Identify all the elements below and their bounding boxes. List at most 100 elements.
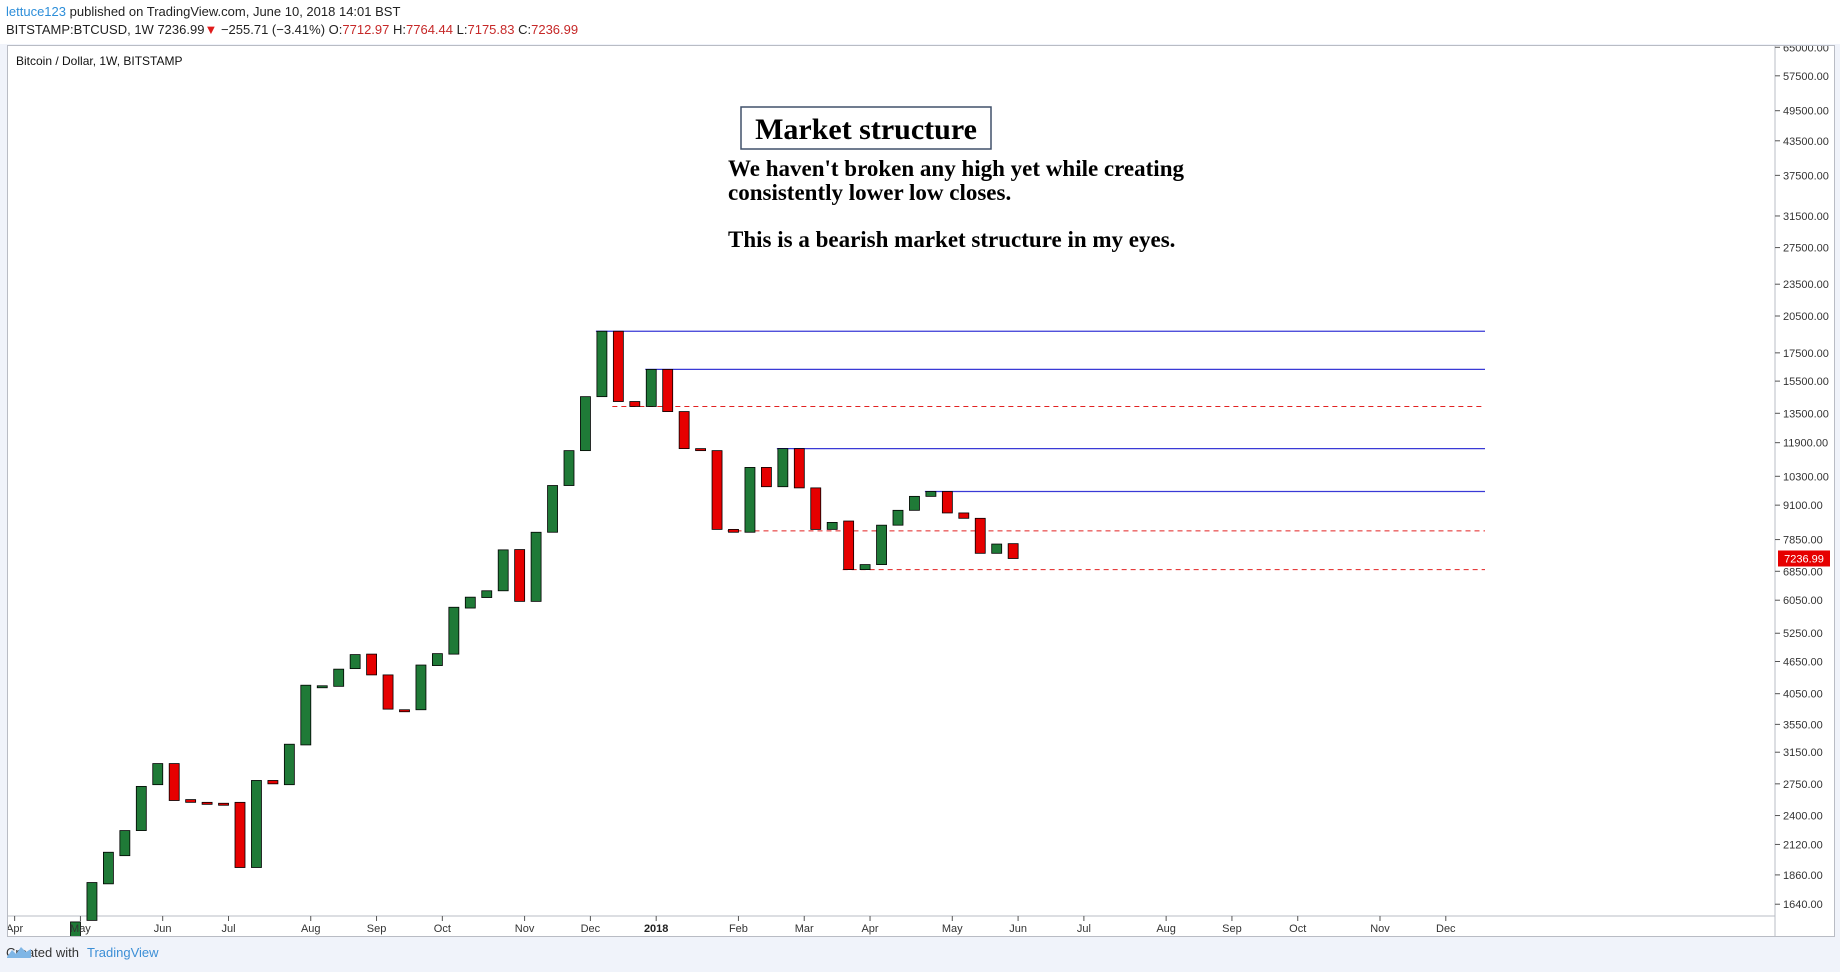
last-price: 7236.99 — [157, 22, 205, 37]
candle-15 — [300, 684, 312, 746]
price-tick-label-2: 57500.00 — [1783, 71, 1829, 83]
price-tick-label-7: 27500.00 — [1783, 243, 1829, 255]
time-tick-label-7: Oct — [434, 923, 451, 935]
candle-34 — [612, 330, 624, 402]
high-label: H: — [393, 22, 407, 37]
symbol-label: BITSTAMP:BTCUSD, 1W — [6, 22, 154, 37]
time-tick-label-14: May — [942, 923, 963, 935]
candle-50 — [876, 524, 887, 565]
time-tick-label-20: Nov — [1370, 923, 1390, 935]
candle-29 — [530, 531, 542, 602]
price-tick-label-28: 1640.00 — [1783, 899, 1823, 911]
time-tick-label-5: Aug — [301, 923, 321, 935]
price-tick-label-25: 2400.00 — [1783, 811, 1823, 823]
price-tick-label-20: 4650.00 — [1783, 657, 1823, 669]
tradingview-logo-icon — [7, 947, 31, 958]
time-tick-label-6: Sep — [367, 923, 387, 935]
horizontal-levels — [595, 330, 1485, 571]
candle-14 — [283, 743, 295, 786]
tradingview-link[interactable]: TradingView — [7, 945, 159, 960]
low-value: 7175.83 — [467, 22, 515, 37]
time-tick-label-21: Dec — [1436, 923, 1456, 935]
time-tick-label-1: Apr — [8, 923, 24, 935]
time-tick-label-10: 2018 — [644, 923, 668, 935]
price-chart[interactable]: Bitcoin / Dollar, 1W, BITSTAMP 65000.00 5… — [8, 46, 1834, 936]
author-link[interactable]: lettuce123 — [6, 4, 66, 19]
candle-46 — [810, 487, 822, 530]
candle-40 — [711, 450, 723, 530]
open-value: 7712.97 — [342, 22, 390, 37]
last-price-badge-bg — [1778, 550, 1830, 567]
candle-21 — [399, 709, 410, 713]
annotation-line-3: This is a bearish market structure in my… — [728, 227, 1175, 252]
time-tick-label-15: Jun — [1009, 923, 1027, 935]
price-tick-label-9: 20500.00 — [1783, 311, 1829, 323]
chart-panel[interactable]: Bitcoin / Dollar, 1W, BITSTAMP 65000.00 5… — [7, 45, 1835, 937]
price-tick-label-19: 5250.00 — [1783, 628, 1823, 640]
price-tick-label-11: 15500.00 — [1783, 376, 1829, 388]
candle-26 — [481, 590, 493, 598]
candle-42 — [744, 467, 756, 533]
price-tick-label-6: 31500.00 — [1783, 211, 1829, 223]
time-tick-label-8: Nov — [515, 923, 535, 935]
candle-36 — [645, 368, 657, 407]
price-tick-label-16: 7850.00 — [1783, 535, 1823, 547]
price-tick-label-10: 17500.00 — [1783, 348, 1829, 360]
candle-5 — [135, 785, 147, 831]
candle-39 — [695, 448, 706, 452]
candle-10 — [218, 802, 229, 806]
candle-11 — [234, 801, 246, 868]
price-tick-label-3: 49500.00 — [1783, 106, 1829, 118]
last-price-badge: 7236.99 — [1778, 550, 1830, 567]
candle-2 — [86, 882, 98, 921]
price-axis[interactable]: 65000.00 57500.00 49500.00 43500.00 37500.00… — [1775, 46, 1829, 911]
candle-52 — [909, 495, 920, 511]
time-tick-label-4: Jul — [221, 923, 235, 935]
time-tick-label-18: Sep — [1222, 923, 1242, 935]
candle-57 — [991, 543, 1003, 554]
candle-47 — [826, 521, 838, 530]
candle-35 — [629, 401, 641, 407]
candle-55 — [958, 512, 970, 519]
time-axis[interactable]: Apr May Jun Jul Aug Sep Oct Nov Dec 2018 Feb Mar Apr… — [8, 916, 1456, 935]
high-value: 7764.44 — [406, 22, 454, 37]
candle-53 — [925, 491, 937, 497]
time-tick-label-11: Feb — [729, 923, 748, 935]
publication-header: lettuce123 published on TradingView.com,… — [0, 0, 1840, 44]
price-change: −255.71 (−3.41%) — [220, 22, 326, 37]
candle-24 — [448, 606, 460, 655]
candle-48 — [843, 520, 855, 570]
candle-33 — [596, 330, 608, 398]
time-tick-label-17: Aug — [1156, 923, 1176, 935]
time-tick-label-16: Jul — [1077, 923, 1091, 935]
candle-19 — [366, 653, 378, 676]
candle-23 — [431, 653, 443, 666]
annotation-note[interactable]: Market structure We haven't broken any h… — [728, 106, 1184, 252]
price-tick-label-4: 43500.00 — [1783, 136, 1829, 148]
change-arrow-icon: ▼ — [204, 22, 218, 37]
annotation-line-2: consistently lower low closes. — [728, 180, 1011, 205]
candle-3 — [103, 851, 114, 885]
candle-41 — [728, 528, 739, 533]
price-tick-label-13: 11900.00 — [1783, 438, 1828, 450]
close-label: C: — [518, 22, 532, 37]
candle-44 — [777, 448, 789, 488]
low-label: L: — [456, 22, 468, 37]
annotation-line-1: We haven't broken any high yet while cre… — [728, 156, 1184, 181]
tradingview-brand: TradingView — [86, 945, 159, 960]
candle-22 — [415, 664, 427, 711]
price-tick-label-15: 9100.00 — [1783, 500, 1823, 512]
candle-17 — [333, 668, 345, 687]
price-tick-label-23: 3150.00 — [1783, 747, 1823, 759]
candle-16 — [316, 685, 328, 689]
price-tick-label-27: 1860.00 — [1783, 870, 1823, 882]
candle-56 — [974, 517, 986, 554]
price-tick-label-14: 10300.00 — [1783, 471, 1829, 483]
time-tick-label-13: Apr — [861, 923, 878, 935]
candle-38 — [678, 411, 690, 450]
open-label: O: — [328, 22, 343, 37]
close-value: 7236.99 — [531, 22, 579, 37]
price-tick-label-17: 6850.00 — [1783, 566, 1823, 578]
candle-18 — [349, 654, 361, 670]
price-tick-label-8: 23500.00 — [1783, 279, 1829, 291]
